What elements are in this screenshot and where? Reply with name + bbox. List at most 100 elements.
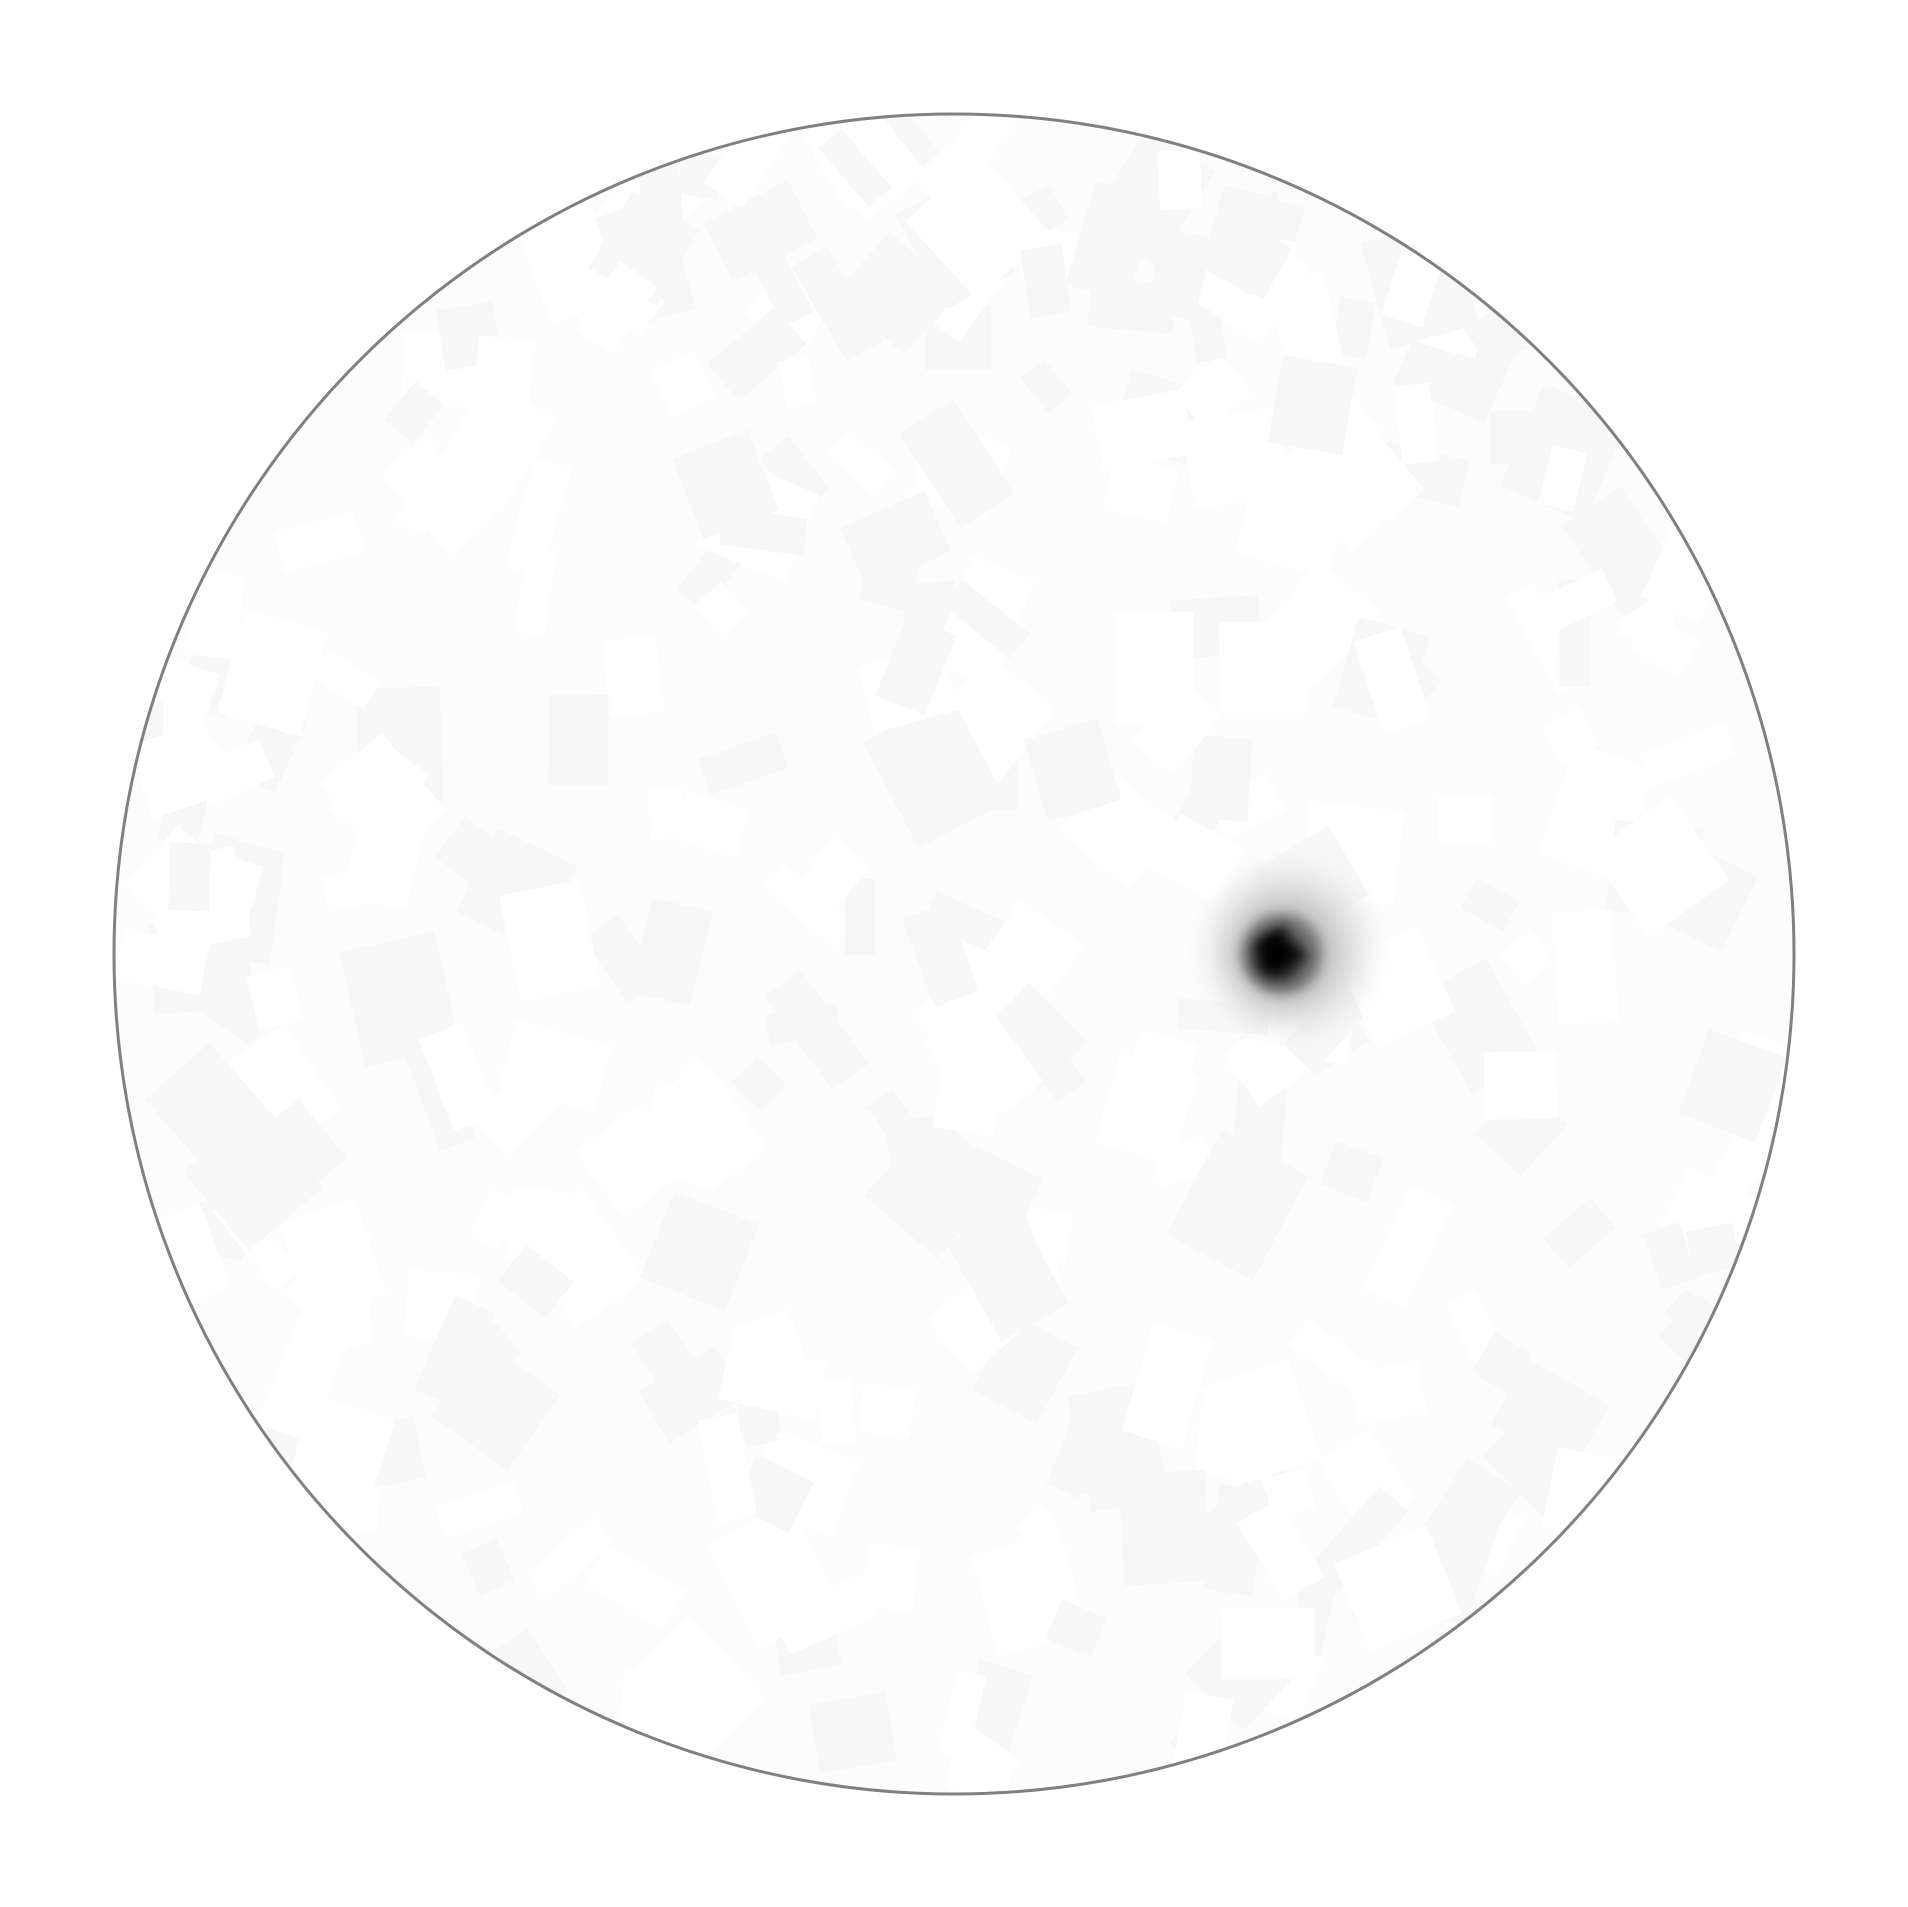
noise-patch (875, 615, 957, 716)
noise-patch (800, 836, 871, 908)
noise-patch (1020, 358, 1073, 413)
noise-patch (1419, 1458, 1521, 1568)
noise-patch (1589, 796, 1730, 938)
noise-patch (514, 198, 625, 325)
noise-patch (1319, 1140, 1384, 1203)
noise-patch (791, 246, 883, 362)
noise-patch (979, 982, 1088, 1091)
noise-patch (815, 1379, 858, 1446)
noise-patch (1024, 718, 1122, 822)
noise-patch (575, 261, 658, 355)
noise-patch (1166, 1129, 1309, 1281)
noise-patch (257, 1313, 352, 1443)
noise-patch (1200, 1359, 1322, 1487)
noise-patch (497, 1244, 574, 1319)
noise-patch (1174, 354, 1252, 431)
noise-patch (856, 1382, 917, 1439)
noise-patch (1203, 1484, 1269, 1597)
noise-patch (1538, 445, 1588, 512)
noise-patch (1490, 1358, 1610, 1471)
noise-patch (1529, 568, 1618, 637)
noise-patch (1189, 734, 1253, 822)
noise-patch (1157, 149, 1203, 210)
noise-patch (946, 1751, 1014, 1794)
noise-patch (922, 998, 1044, 1127)
noise-patch (504, 457, 573, 577)
noise-patch (942, 579, 1031, 659)
noise-patch (1500, 930, 1555, 985)
noise-patch (1334, 1525, 1463, 1652)
noise-patch (461, 1538, 515, 1596)
noise-patch (899, 399, 1015, 529)
hotspot-core (1253, 924, 1312, 976)
noise-patch (525, 1516, 614, 1600)
noise-patch (1353, 626, 1431, 735)
noise-patch (435, 1481, 524, 1539)
noise-patch (1045, 1599, 1108, 1659)
noise-patch (765, 1003, 841, 1046)
noise-patch (649, 350, 716, 417)
noise-patch (469, 1188, 524, 1250)
noise-patch (1065, 180, 1159, 303)
noise-patch (1020, 243, 1072, 318)
noise-patch (707, 306, 807, 401)
noise-patch (1091, 389, 1195, 472)
noise-patch (1150, 813, 1245, 903)
noise-patch (1460, 878, 1520, 932)
noise-patch (731, 1055, 787, 1111)
noise-patch (840, 490, 951, 589)
noise-patch (1102, 455, 1180, 524)
noise-patch (901, 902, 980, 1008)
noise-patch (279, 1198, 387, 1318)
noise-patch (320, 732, 446, 862)
noise-patch (283, 1394, 396, 1517)
noise-patch (818, 128, 892, 207)
noise-patch (1237, 1499, 1325, 1601)
noise-patch (827, 430, 897, 497)
noise-patch (246, 966, 303, 1030)
noise-patch (1348, 1361, 1427, 1424)
noise-patch (706, 1503, 842, 1649)
noise-patch (860, 1543, 920, 1613)
noise-patch (1302, 481, 1367, 546)
noise-patch (905, 154, 1051, 300)
noise-patch (128, 721, 229, 819)
noise-patch (1181, 406, 1293, 509)
noise-patch (697, 1413, 758, 1523)
noise-patch (946, 1206, 1069, 1342)
noise-patch (866, 1089, 954, 1195)
noise-patch (1213, 220, 1292, 301)
density-field (114, 114, 1794, 1794)
noise-patch (182, 1109, 323, 1251)
noise-patch (1438, 794, 1494, 842)
noise-patch (1543, 1197, 1616, 1269)
noise-patch (719, 507, 808, 556)
noise-patch (729, 1309, 815, 1405)
noise-patch (216, 609, 329, 737)
noise-patch (675, 1059, 723, 1106)
noise-patch (1483, 1051, 1558, 1120)
noise-patch (808, 1692, 897, 1774)
noise-patch (1639, 722, 1738, 788)
noise-patch (777, 355, 818, 408)
noise-patch (835, 231, 959, 355)
noise-patch (658, 1068, 769, 1187)
noise-patch (1330, 296, 1377, 360)
noise-patch (1392, 382, 1440, 466)
noise-patch (1550, 908, 1620, 1025)
noise-patch (693, 581, 749, 636)
noise-patch (1144, 227, 1215, 321)
noise-patch (339, 931, 461, 1068)
noise-patch (1150, 1135, 1217, 1188)
noise-patch (1628, 613, 1700, 677)
noise-patch (1267, 354, 1358, 456)
noise-patch (1678, 1029, 1787, 1143)
background-noise (114, 114, 1794, 1794)
noise-patch (938, 1669, 987, 1759)
noise-patch (1132, 681, 1223, 775)
noise-patch (309, 1489, 380, 1532)
noise-patch (548, 694, 609, 786)
noise-patch (1464, 306, 1528, 372)
noise-patch (1685, 1222, 1741, 1277)
noise-patch (761, 862, 854, 948)
